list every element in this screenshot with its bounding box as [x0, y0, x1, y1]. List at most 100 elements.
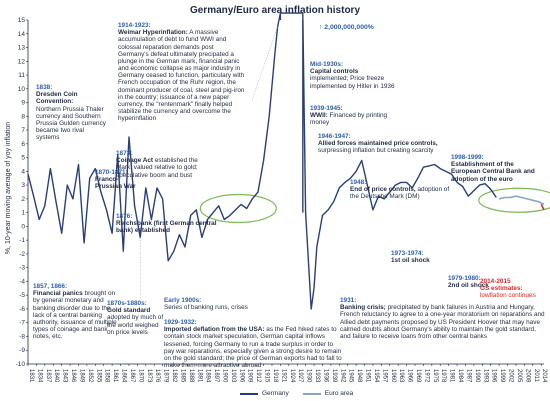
x-tick-label: 1849: [78, 369, 84, 383]
upper-arrow-value: 2,000,000,000%: [324, 24, 374, 31]
x-tick-label: 1939: [331, 369, 337, 383]
y-tick-label: 9: [21, 100, 25, 107]
x-tick-label: 2014: [541, 369, 547, 383]
x-tick-label: 1873: [146, 369, 152, 383]
annotation-1939-head: 1939-1945:: [310, 105, 343, 112]
annotation-1857-body: brought on by general monetary and banki…: [33, 290, 117, 341]
annotation-1929-head: 1929-1932:: [164, 319, 197, 326]
annotation-1870: 1870-1871: Franco-Prussian War: [95, 169, 145, 191]
annotation-1939: 1939-1945: WWII: Financed by printing mo…: [310, 105, 390, 127]
x-tick-label: 1837: [45, 369, 51, 383]
x-tick-label: 1993: [482, 369, 488, 383]
x-tick-label: 1915: [264, 369, 270, 383]
x-tick-label: 1864: [121, 369, 127, 383]
annotation-1857-head: 1857, 1866:: [33, 283, 68, 290]
annotation-1998-head: 1998-1999:: [451, 154, 484, 161]
annotation-1946-head: 1946-1947:: [318, 133, 351, 140]
annotation-1979-head: 1979-1980:: [448, 275, 481, 282]
annotation-1900-body: Series of banking runs, crises: [164, 304, 248, 312]
series-line-germany: [27, 12, 497, 310]
annotation-1857: 1857, 1866: Financial panics brought on …: [33, 283, 123, 340]
x-tick-label: 2005: [516, 369, 522, 383]
legend-swatch-euro-area: [302, 392, 321, 395]
annotation-1929-title: Imported deflation from the USA:: [164, 326, 265, 334]
x-tick-label: 1966: [407, 369, 413, 383]
x-tick-label: 1945: [348, 369, 354, 383]
annotation-1873-title: Coinage Act: [116, 157, 154, 165]
annotation-1931-title: Banking crisis;: [340, 304, 386, 312]
x-tick-label: 1891: [196, 369, 202, 383]
y-tick-label: 4: [21, 168, 25, 175]
y-tick-label: -8: [19, 333, 25, 340]
x-tick-label: 1885: [179, 369, 185, 383]
legend-label-euro-area: Euro area: [324, 390, 354, 397]
x-tick-label: 1972: [423, 369, 429, 383]
annotation-1931: 1931: Banking crisis; precipitated by ba…: [340, 297, 545, 340]
annotation-1870-head: 1870-1871:: [95, 169, 128, 176]
y-tick-label: 15: [18, 17, 26, 24]
annotation-1998-title: Establishment of the European Central Ba…: [451, 161, 535, 183]
x-tick-label: 1963: [398, 369, 404, 383]
annotation-1973-head: 1973-1974:: [391, 250, 424, 257]
y-tick-label: -6: [19, 306, 25, 313]
y-tick-label: -1: [19, 237, 25, 244]
x-tick-label: 1897: [213, 369, 219, 383]
x-tick-label: 1927: [297, 369, 303, 383]
x-tick-label: 1909: [247, 369, 253, 383]
annotation-1931-body: precipitated by bank failures in Austria…: [340, 304, 545, 340]
annotation-1873-body: established the Mark, valued relative to…: [116, 157, 198, 179]
y-tick-label: 2: [21, 196, 25, 203]
annotation-1870s-head: 1870s-1880s:: [107, 300, 147, 307]
annotation-1914-title: Weimar Hyperinflation:: [118, 29, 188, 37]
chart-title: Germany/Euro area inflation history: [190, 5, 360, 16]
x-tick-label: 1924: [289, 369, 295, 383]
axes-group: -10-9-8-7-6-5-4-3-2-10123456789101112131…: [16, 17, 548, 383]
annotation-1876: 1876: Reichsbank (first German central b…: [116, 213, 226, 235]
highlight-euro-lowflation: [478, 187, 550, 213]
y-tick-label: -10: [16, 361, 26, 368]
y-tick-label: 14: [18, 31, 26, 38]
x-tick-label: 1861: [112, 369, 118, 383]
x-tick-label: 1951: [365, 369, 371, 383]
highlight-ellipses: [199, 187, 550, 224]
annotation-1838-head: 1838:: [36, 84, 53, 91]
annotation-1948: 1948: End of price controls, adoption of…: [350, 179, 456, 201]
x-tick-label: 1831: [28, 369, 34, 383]
x-tick-label: 1882: [171, 369, 177, 383]
annotation-1870s: 1870s-1880s: Gold standard adopted by mu…: [107, 300, 165, 336]
x-tick-label: 1990: [474, 369, 480, 383]
legend-item-euro-area: Euro area: [302, 390, 354, 397]
series-line-euro-area: [498, 195, 545, 206]
x-tick-label: 1969: [415, 369, 421, 383]
x-tick-label: 1900: [222, 369, 228, 383]
y-tick-label: 11: [18, 72, 25, 79]
x-tick-label: 1987: [465, 369, 471, 383]
x-tick-label: 1867: [129, 369, 135, 383]
y-axis-label: %, 10-year moving average of yoy inflati…: [5, 122, 12, 254]
x-tick-label: 1918: [272, 369, 278, 383]
x-tick-label: 1957: [381, 369, 387, 383]
legend-label-germany: Germany: [262, 390, 289, 397]
x-tick-label: 1906: [238, 369, 244, 383]
annotation-1838-body: Northern Prussia Thaler currency and Sou…: [36, 105, 106, 142]
x-tick-label: 1942: [339, 369, 345, 383]
x-tick-label: 2011: [533, 369, 539, 383]
y-tick-label: -3: [19, 265, 25, 272]
x-tick-label: 1846: [70, 369, 76, 383]
x-tick-label: 2002: [508, 369, 514, 383]
annotation-1857-title: Financial panics: [33, 290, 83, 298]
x-tick-label: 1996: [491, 369, 497, 383]
annotation-1979: 1979-1980: 2nd oil shock: [448, 275, 508, 289]
x-tick-label: 1930: [306, 369, 312, 383]
y-tick-label: 1: [21, 210, 25, 217]
x-tick-label: 1954: [373, 369, 379, 383]
annotation-1946-body: surpressing inflation but creating scarc…: [318, 147, 434, 155]
y-tick-label: 5: [21, 155, 25, 162]
annotation-1946: 1946-1947: Allied forces maintained pric…: [318, 133, 438, 155]
annotation-1973-title: 1st oil shock: [391, 257, 430, 265]
legend-swatch-germany: [240, 392, 258, 395]
x-tick-label: 1894: [205, 369, 211, 383]
x-tick-label: 1975: [432, 369, 438, 383]
annotation-1838: 1838: Dresden Coin Convention: Northern …: [36, 84, 108, 141]
